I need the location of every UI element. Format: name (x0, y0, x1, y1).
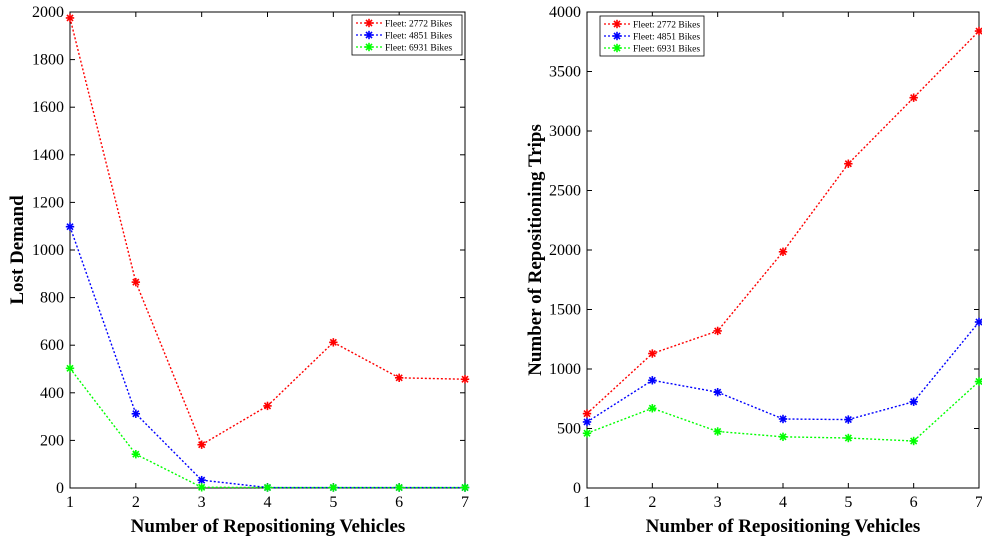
data-point (197, 475, 206, 485)
y-tick-label: 1200 (32, 194, 64, 211)
legend-marker (364, 30, 374, 40)
data-point (778, 432, 788, 442)
y-tick-label: 200 (40, 432, 64, 449)
legend-label: Fleet: 4851 Bikes (385, 32, 452, 42)
data-point (197, 440, 206, 449)
y-tick-label: 1500 (549, 302, 581, 319)
data-point (582, 429, 592, 438)
data-point (974, 377, 982, 386)
y-tick-label: 800 (40, 290, 64, 307)
data-point (844, 433, 853, 443)
data-point (460, 483, 470, 492)
lost-demand-chart: Number of Repositioning Vehicles Lost De… (7, 4, 470, 537)
data-point (329, 483, 338, 492)
y-tick-label: 500 (557, 421, 581, 438)
data-point (713, 388, 722, 397)
x-tick-label: 4 (779, 494, 787, 511)
x-tick-label: 4 (264, 494, 272, 511)
data-point (713, 427, 722, 436)
legend-label: Fleet: 2772 Bikes (633, 21, 700, 31)
x-tick-label: 5 (844, 494, 852, 511)
y-tick-label: 1000 (32, 242, 64, 259)
y-tick-label: 600 (40, 337, 64, 354)
y-tick-label: 0 (56, 480, 64, 497)
data-point (65, 364, 75, 373)
legend-marker (612, 19, 622, 29)
data-point (460, 375, 470, 384)
legend: Fleet: 2772 Bikes Fleet: 4851 Bikes Fleet:… (599, 15, 705, 57)
legend-label: Fleet: 6931 Bikes (633, 45, 700, 55)
legend-label: Fleet: 4851 Bikes (633, 33, 700, 43)
y-axis-title: Lost Demand (7, 195, 28, 305)
legend-marker (612, 31, 622, 41)
legend-marker (364, 42, 374, 52)
data-point (778, 414, 788, 424)
x-tick-label: 7 (975, 494, 982, 511)
series-line-1 (586, 30, 980, 415)
legend-label: Fleet: 2772 Bikes (385, 20, 452, 30)
data-point (648, 376, 657, 385)
x-axis-title: Number of Repositioning Vehicles (646, 516, 921, 537)
data-point (263, 483, 272, 492)
repositioning-trips-chart: Number of Repositioning Vehicles Number … (525, 4, 982, 537)
legend: Fleet: 2772 Bikes Fleet: 4851 Bikes Fleet:… (351, 14, 463, 56)
data-point (648, 404, 657, 413)
y-tick-label: 400 (40, 385, 64, 402)
y-tick-label: 1600 (32, 99, 64, 116)
x-tick-label: 3 (714, 494, 722, 511)
data-point (65, 13, 75, 23)
x-tick-label: 6 (395, 494, 403, 511)
data-point (778, 247, 788, 256)
x-tick-label: 3 (198, 494, 206, 511)
data-point (394, 483, 404, 492)
series-line-1 (69, 17, 466, 446)
data-point (844, 159, 853, 168)
data-point (131, 277, 141, 287)
y-tick-label: 1000 (549, 361, 581, 378)
data-point (65, 222, 75, 231)
x-tick-label: 6 (910, 494, 918, 511)
x-tick-label: 2 (648, 494, 656, 511)
x-tick-label: 1 (66, 494, 74, 511)
data-point (909, 93, 918, 102)
series-line-2 (69, 226, 465, 489)
y-tick-label: 2000 (32, 4, 64, 21)
data-point (394, 373, 404, 383)
data-point (582, 409, 592, 418)
x-tick-label: 2 (132, 494, 140, 511)
x-tick-label: 5 (329, 494, 337, 511)
series-line-3 (69, 367, 465, 489)
data-point (263, 401, 272, 411)
y-tick-label: 1400 (32, 147, 64, 164)
data-point (131, 450, 141, 459)
y-tick-label: 3000 (549, 123, 581, 140)
data-point (197, 483, 206, 492)
plot-frame (69, 11, 466, 489)
y-tick-label: 3500 (549, 64, 581, 81)
x-tick-label: 7 (461, 494, 469, 511)
data-point (844, 415, 853, 424)
data-point (131, 409, 141, 418)
data-point (909, 397, 918, 406)
y-tick-label: 2000 (549, 242, 581, 259)
y-tick-label: 4000 (549, 4, 581, 21)
data-point (582, 417, 592, 427)
series-line-2 (586, 321, 980, 423)
x-tick-label: 1 (583, 494, 591, 511)
series-line-3 (586, 380, 980, 442)
data-point (974, 317, 982, 327)
y-tick-label: 0 (573, 480, 581, 497)
data-point (909, 436, 918, 446)
legend-marker (364, 18, 374, 28)
legend-marker (612, 43, 622, 53)
y-axis-title: Number of Repositioning Trips (525, 124, 546, 376)
data-point (329, 338, 338, 347)
y-tick-label: 1800 (32, 52, 64, 69)
y-tick-label: 2500 (549, 183, 581, 200)
data-point (648, 349, 657, 358)
legend-label: Fleet: 6931 Bikes (385, 44, 452, 54)
data-point (713, 326, 722, 336)
x-axis-title: Number of Repositioning Vehicles (131, 516, 406, 537)
